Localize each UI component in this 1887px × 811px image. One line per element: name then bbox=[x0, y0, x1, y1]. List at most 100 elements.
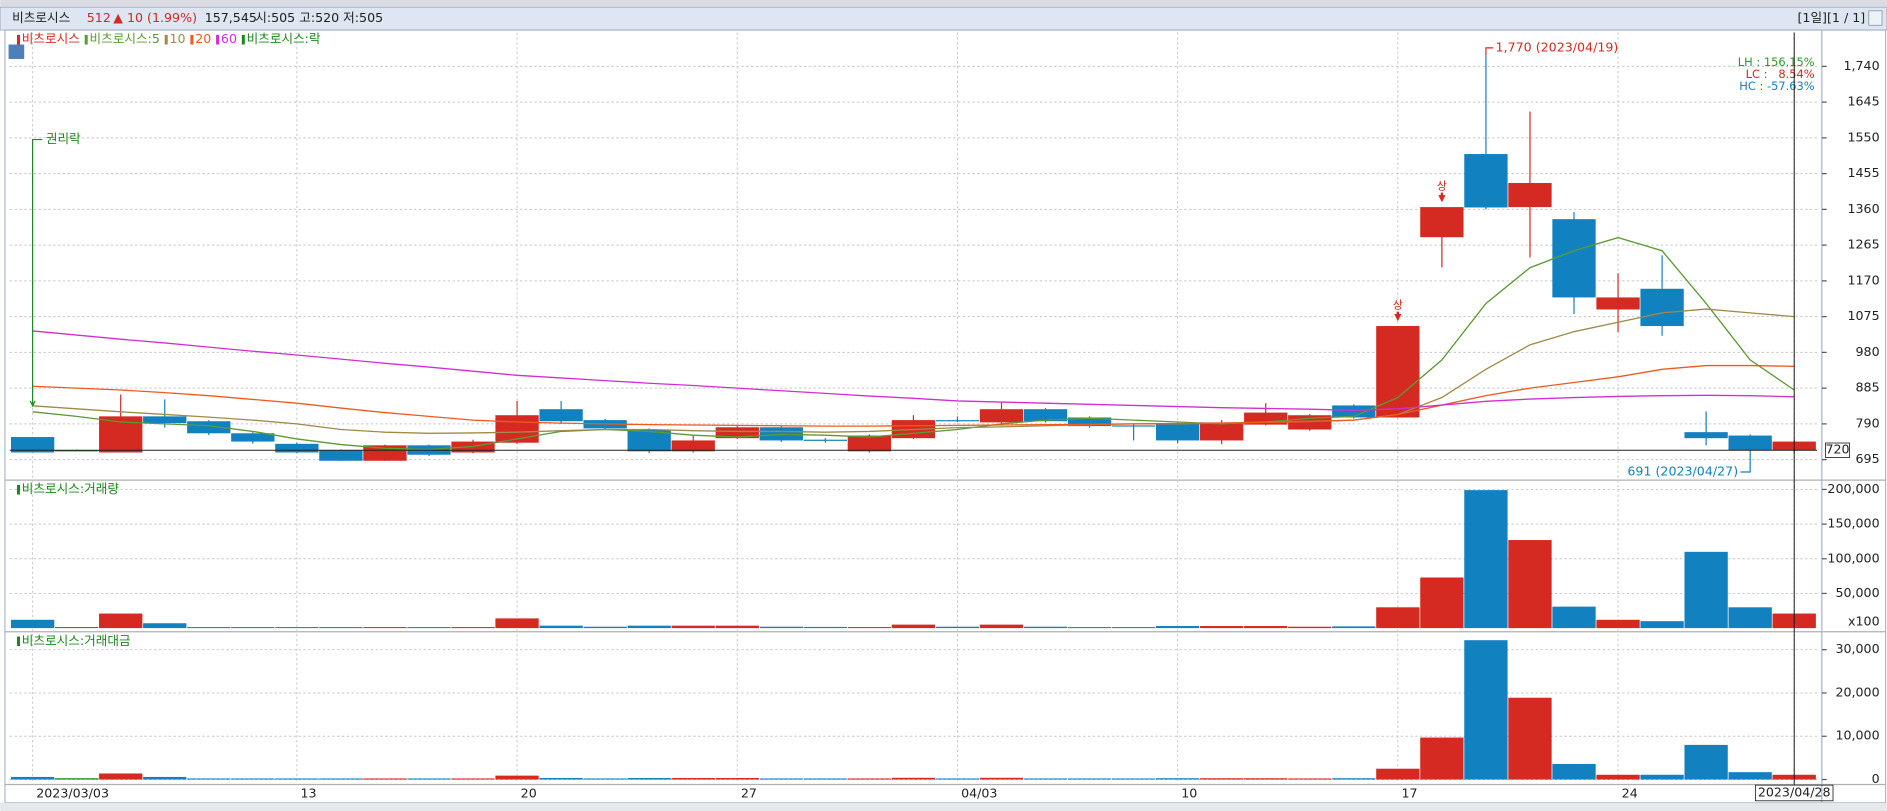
menu-button[interactable] bbox=[1868, 10, 1883, 26]
x-tick-label: 20 bbox=[521, 786, 537, 801]
legend-label: 비츠로시스 bbox=[22, 31, 80, 46]
legend-swatch bbox=[84, 34, 88, 45]
period-info[interactable]: [1일][1 / 1] bbox=[1797, 10, 1865, 25]
bar bbox=[803, 778, 847, 780]
side-tab[interactable] bbox=[8, 44, 25, 59]
bar bbox=[539, 778, 583, 780]
bar bbox=[231, 778, 275, 780]
bar bbox=[451, 778, 495, 780]
y-tick-label: 100,000 bbox=[1827, 550, 1879, 565]
x-tick-label: 17 bbox=[1401, 786, 1417, 801]
bar bbox=[187, 778, 231, 780]
bar bbox=[1464, 490, 1508, 629]
candle-body bbox=[979, 409, 1024, 423]
moving-average bbox=[32, 330, 1795, 411]
y-tick-label: 1170 bbox=[1847, 272, 1879, 287]
y-tick-label: 50,000 bbox=[1835, 585, 1879, 600]
candle-body bbox=[1420, 207, 1464, 238]
stock-ohl: 시:505 고:520 저:505 bbox=[255, 10, 383, 25]
x-tick-label: 2023/03/03 bbox=[36, 786, 109, 801]
low-pointer bbox=[1740, 461, 1751, 473]
rights-arrow bbox=[29, 400, 36, 408]
bar bbox=[407, 778, 451, 780]
y-tick-label: 1360 bbox=[1847, 201, 1879, 216]
stock-change: ▲ 10 (1.99%) bbox=[113, 10, 197, 25]
scrollbar[interactable] bbox=[0, 802, 1887, 811]
bar bbox=[1288, 626, 1332, 629]
bar bbox=[671, 778, 715, 780]
legend-label: 비츠로시스:5 bbox=[90, 31, 160, 46]
bar bbox=[1200, 626, 1244, 629]
bar bbox=[935, 626, 980, 629]
limit-up-flag: 상 bbox=[1437, 180, 1447, 193]
candle-body bbox=[847, 435, 892, 452]
candle-body bbox=[539, 409, 583, 422]
bar bbox=[891, 777, 936, 780]
bar bbox=[803, 626, 847, 629]
candle-body bbox=[1111, 425, 1156, 427]
bar bbox=[1244, 778, 1288, 780]
bar bbox=[583, 778, 627, 780]
bar bbox=[1244, 626, 1288, 629]
legend-swatch bbox=[216, 34, 220, 45]
bar bbox=[143, 623, 187, 629]
bar bbox=[363, 627, 407, 629]
limit-up-flag: 상 bbox=[1393, 299, 1403, 312]
bar bbox=[583, 626, 627, 629]
x-tick-label: 24 bbox=[1622, 786, 1638, 801]
y-tick-label: 0 bbox=[1872, 771, 1880, 786]
bar bbox=[495, 775, 539, 780]
candle-body bbox=[715, 427, 759, 439]
bar bbox=[627, 625, 671, 629]
stat-label: HC : -57.63% bbox=[1739, 79, 1814, 93]
legend-label: 60 bbox=[221, 31, 237, 46]
y-tick-label: 1,740 bbox=[1843, 58, 1879, 73]
bar bbox=[891, 624, 936, 629]
candle-body bbox=[1200, 422, 1244, 441]
bar bbox=[1640, 621, 1684, 629]
y-tick-label: 10,000 bbox=[1835, 728, 1879, 743]
bar bbox=[407, 627, 451, 629]
y-tick-label: 980 bbox=[1856, 344, 1880, 359]
panel-title: 비츠로시스:거래량 bbox=[22, 481, 120, 496]
candle-body bbox=[143, 416, 187, 424]
candle-body bbox=[495, 415, 539, 443]
bar bbox=[99, 613, 143, 629]
bar bbox=[1023, 626, 1068, 629]
bar bbox=[1376, 607, 1420, 629]
unit-label: x100 bbox=[1848, 614, 1880, 629]
panel-title: 비츠로시스:거래대금 bbox=[22, 633, 131, 648]
bar bbox=[627, 778, 671, 780]
bar bbox=[847, 627, 892, 629]
bar bbox=[1684, 744, 1728, 780]
legend-label: 비츠로시스:락 bbox=[247, 31, 321, 46]
legend-swatch bbox=[190, 34, 194, 45]
bar bbox=[1464, 640, 1508, 780]
bar bbox=[1420, 577, 1464, 629]
low-label: 691 (2023/04/27) bbox=[1627, 463, 1738, 478]
x-tick-label: 2023/04/28 bbox=[1758, 784, 1831, 799]
candle-body bbox=[1464, 154, 1508, 208]
moving-average bbox=[32, 364, 1795, 427]
legend-swatch bbox=[16, 636, 20, 647]
candle-body bbox=[275, 443, 319, 453]
bar bbox=[1067, 627, 1112, 629]
candle-body bbox=[1023, 409, 1068, 422]
bar bbox=[1596, 774, 1640, 780]
stat-label: LC : 8.54% bbox=[1746, 67, 1815, 81]
candle-body bbox=[1376, 326, 1420, 418]
bar bbox=[275, 627, 319, 629]
bar bbox=[715, 625, 759, 629]
bar bbox=[1200, 778, 1244, 780]
candle-body bbox=[1155, 423, 1200, 441]
y-tick-label: 1265 bbox=[1847, 237, 1879, 252]
high-label: 1,770 (2023/04/19) bbox=[1496, 39, 1619, 54]
last-price-label: 720 bbox=[1825, 442, 1849, 457]
stock-name: 비츠로시스 bbox=[12, 10, 70, 25]
rights-marker bbox=[32, 138, 43, 406]
bar bbox=[1552, 763, 1596, 780]
legend-swatch bbox=[16, 484, 20, 495]
candle-body bbox=[671, 440, 715, 452]
bar bbox=[451, 627, 495, 629]
y-tick-label: 150,000 bbox=[1827, 516, 1879, 531]
